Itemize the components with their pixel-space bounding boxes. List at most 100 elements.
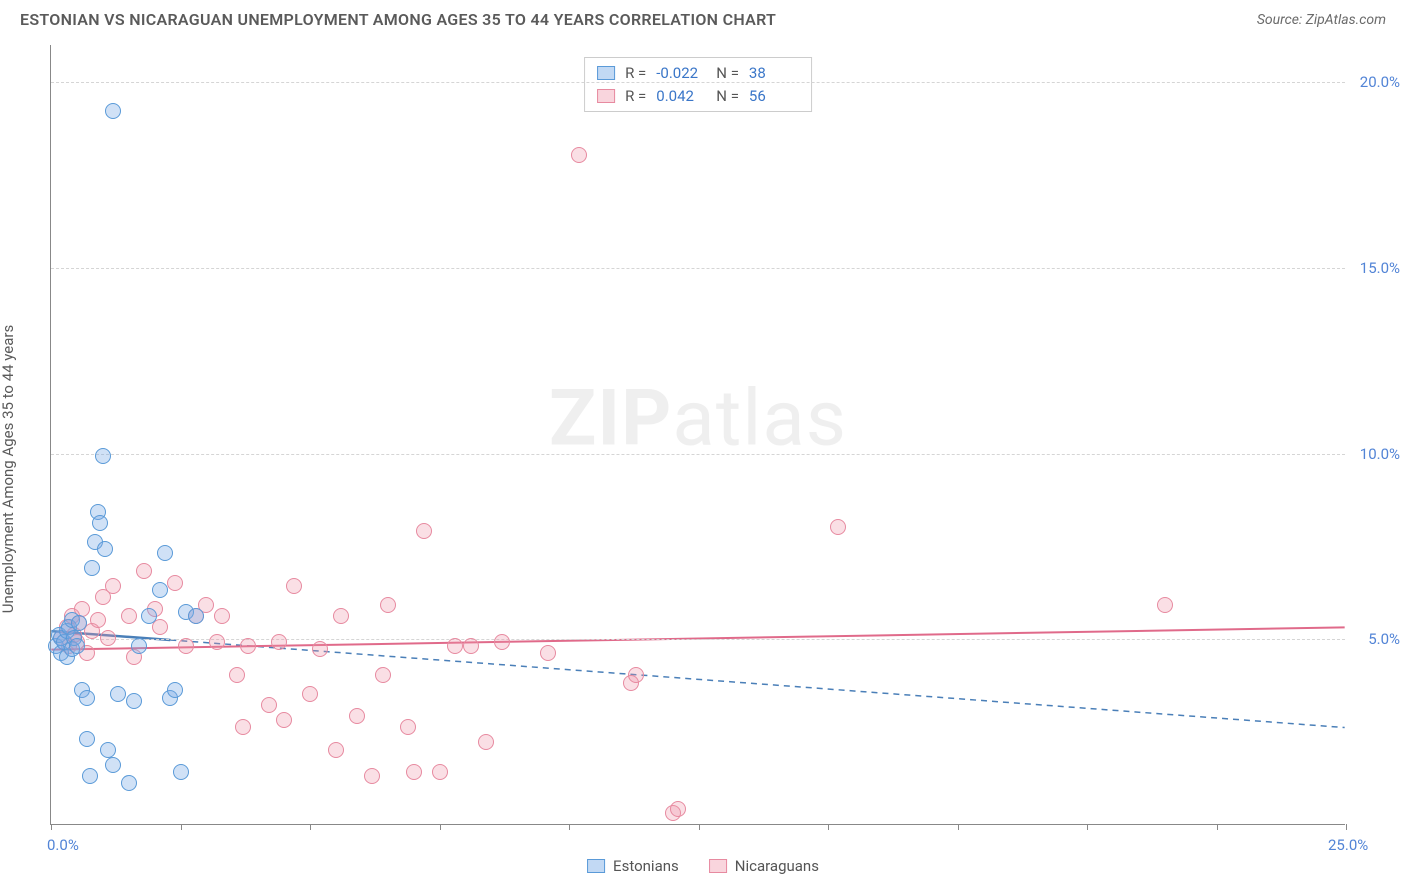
data-point <box>97 541 113 557</box>
gridline <box>51 454 1345 455</box>
data-point <box>110 686 126 702</box>
legend-item-nicaraguans: Nicaraguans <box>709 857 819 875</box>
data-point <box>328 742 344 758</box>
data-point <box>69 638 85 654</box>
data-point <box>136 563 152 579</box>
xtick <box>1346 824 1347 830</box>
data-point <box>79 731 95 747</box>
ytick-label: 10.0% <box>1360 445 1400 463</box>
data-point <box>84 560 100 576</box>
data-point <box>167 682 183 698</box>
xtick <box>440 824 441 830</box>
legend-row-b: R = 0.042 N = 56 <box>597 85 799 108</box>
data-point <box>188 608 204 624</box>
data-point <box>214 608 230 624</box>
data-point <box>406 764 422 780</box>
data-point <box>276 712 292 728</box>
data-point <box>105 103 121 119</box>
data-point <box>312 641 328 657</box>
trend-lines <box>51 45 1345 824</box>
n-value-a: 38 <box>749 62 799 85</box>
data-point <box>71 615 87 631</box>
data-point <box>670 801 686 817</box>
data-point <box>121 775 137 791</box>
data-point <box>261 697 277 713</box>
ytick-label: 15.0% <box>1360 259 1400 277</box>
data-point <box>131 638 147 654</box>
xtick <box>181 824 182 830</box>
data-point <box>240 638 256 654</box>
n-value-b: 56 <box>749 85 799 108</box>
data-point <box>79 690 95 706</box>
swatch-b-icon <box>709 859 727 873</box>
xtick-label: 25.0% <box>1328 836 1368 854</box>
data-point <box>333 608 349 624</box>
data-point <box>209 634 225 650</box>
data-point <box>478 734 494 750</box>
data-point <box>494 634 510 650</box>
plot-area: ZIPatlas R = -0.022 N = 38 R = 0.042 N =… <box>50 45 1345 825</box>
data-point <box>380 597 396 613</box>
swatch-a-icon <box>587 859 605 873</box>
swatch-nicaraguans <box>597 89 615 103</box>
legend-series: Estonians Nicaraguans <box>587 857 819 875</box>
data-point <box>271 634 287 650</box>
chart-title: ESTONIAN VS NICARAGUAN UNEMPLOYMENT AMON… <box>20 10 776 29</box>
data-point <box>229 667 245 683</box>
data-point <box>82 768 98 784</box>
data-point <box>628 667 644 683</box>
data-point <box>416 523 432 539</box>
data-point <box>1157 597 1173 613</box>
xtick <box>958 824 959 830</box>
data-point <box>447 638 463 654</box>
data-point <box>286 578 302 594</box>
data-point <box>364 768 380 784</box>
data-point <box>157 545 173 561</box>
y-axis-label: Unemployment Among Ages 35 to 44 years <box>0 325 17 613</box>
data-point <box>126 693 142 709</box>
chart-container: Unemployment Among Ages 35 to 44 years Z… <box>0 35 1406 885</box>
data-point <box>121 608 137 624</box>
ytick-label: 5.0% <box>1368 630 1400 648</box>
ytick-label: 20.0% <box>1360 73 1400 91</box>
xtick-label: 0.0% <box>47 836 79 854</box>
legend-item-estonians: Estonians <box>587 857 679 875</box>
data-point <box>152 582 168 598</box>
data-point <box>571 147 587 163</box>
xtick <box>1087 824 1088 830</box>
source-label: Source: ZipAtlas.com <box>1257 12 1386 28</box>
xtick <box>699 824 700 830</box>
xtick <box>310 824 311 830</box>
data-point <box>178 638 194 654</box>
data-point <box>100 742 116 758</box>
watermark: ZIPatlas <box>549 373 847 464</box>
data-point <box>141 608 157 624</box>
data-point <box>463 638 479 654</box>
legend-row-a: R = -0.022 N = 38 <box>597 62 799 85</box>
gridline <box>51 82 1345 83</box>
r-value-b: 0.042 <box>656 85 706 108</box>
xtick <box>1217 824 1218 830</box>
data-point <box>375 667 391 683</box>
data-point <box>105 757 121 773</box>
swatch-estonians <box>597 66 615 80</box>
xtick <box>569 824 570 830</box>
r-value-a: -0.022 <box>656 62 706 85</box>
data-point <box>173 764 189 780</box>
legend-label-b: Nicaraguans <box>735 857 819 875</box>
data-point <box>302 686 318 702</box>
xtick <box>828 824 829 830</box>
legend-label-a: Estonians <box>613 857 679 875</box>
data-point <box>167 575 183 591</box>
data-point <box>540 645 556 661</box>
data-point <box>92 515 108 531</box>
data-point <box>830 519 846 535</box>
data-point <box>400 719 416 735</box>
data-point <box>100 630 116 646</box>
data-point <box>432 764 448 780</box>
legend-stats: R = -0.022 N = 38 R = 0.042 N = 56 <box>584 57 812 112</box>
data-point <box>105 578 121 594</box>
data-point <box>235 719 251 735</box>
data-point <box>349 708 365 724</box>
data-point <box>90 612 106 628</box>
